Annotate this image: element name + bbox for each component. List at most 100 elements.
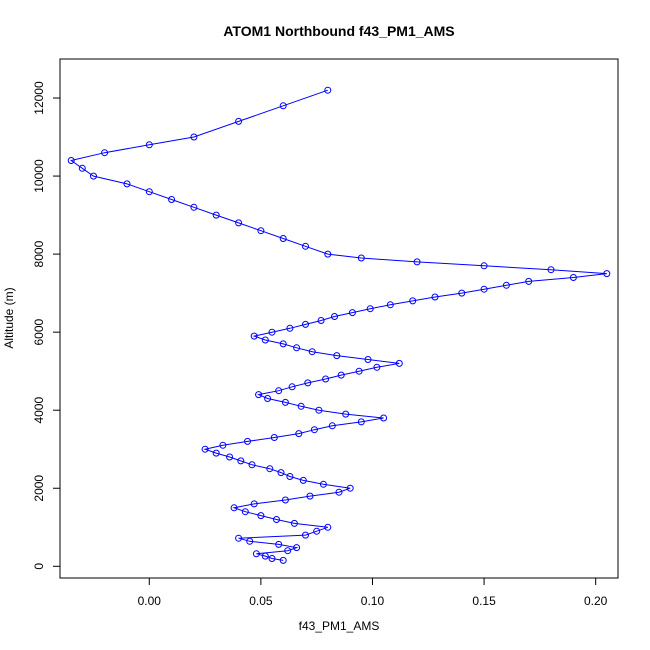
y-tick-label: 10000: [32, 159, 46, 193]
y-tick-label: 6000: [32, 318, 46, 345]
data-point: [250, 500, 258, 508]
data-point: [308, 348, 316, 356]
data-point: [226, 453, 234, 461]
data-point: [364, 356, 372, 363]
data-point: [317, 317, 325, 324]
data-point: [295, 430, 303, 438]
data-point: [297, 402, 305, 410]
data-point: [190, 133, 198, 141]
data-point: [335, 488, 343, 496]
data-point: [212, 449, 220, 457]
data-point: [268, 555, 276, 562]
data-point: [337, 371, 345, 379]
data-point: [275, 540, 283, 548]
data-point: [333, 352, 341, 360]
data-point: [288, 383, 296, 391]
data-point: [313, 527, 321, 535]
data-point: [480, 262, 488, 270]
data-point: [357, 254, 365, 262]
data-point: [277, 469, 285, 477]
data-point: [373, 363, 381, 371]
data-point: [480, 285, 488, 293]
y-tick-label: 4000: [32, 397, 46, 424]
data-point: [279, 556, 287, 564]
data-point: [547, 266, 555, 274]
data-point: [395, 359, 403, 367]
data-point: [266, 465, 274, 473]
data-point: [264, 395, 272, 402]
data-point: [293, 344, 301, 352]
data-point: [101, 149, 109, 157]
data-point: [230, 504, 238, 512]
data-point: [310, 426, 318, 434]
data-point: [284, 547, 292, 555]
data-point: [302, 242, 309, 250]
y-tick-label: 12000: [32, 81, 46, 115]
data-point: [261, 552, 269, 560]
series-line: [69, 89, 607, 561]
data-point: [246, 537, 254, 545]
data-point: [123, 180, 131, 188]
data-point: [252, 550, 260, 558]
data-point: [315, 406, 323, 414]
data-point: [328, 422, 336, 430]
data-point: [279, 235, 287, 242]
series-points: [67, 86, 611, 564]
data-point: [281, 398, 289, 406]
data-point: [255, 391, 263, 399]
data-point: [281, 496, 289, 504]
data-point: [237, 457, 245, 465]
x-tick-label: 0.10: [361, 594, 385, 608]
data-point: [413, 258, 421, 266]
data-point: [286, 324, 294, 332]
data-point: [357, 418, 365, 426]
data-point: [386, 301, 394, 309]
data-point: [324, 250, 332, 258]
data-point: [302, 320, 309, 328]
data-point: [279, 102, 287, 110]
x-tick-label: 0.00: [138, 594, 162, 608]
data-point: [235, 117, 243, 125]
data-point: [273, 516, 280, 523]
y-tick-label: 8000: [32, 240, 46, 267]
data-point: [302, 531, 309, 539]
x-tick-label: 0.15: [472, 594, 496, 608]
data-point: [355, 367, 363, 375]
data-point: [322, 375, 330, 383]
data-point: [257, 227, 265, 235]
data-point: [304, 379, 312, 387]
y-tick-label: 2000: [32, 475, 46, 502]
data-point: [409, 297, 417, 305]
data-point: [366, 305, 374, 313]
data-point: [603, 270, 611, 278]
data-point: [431, 293, 439, 301]
data-point: [293, 544, 301, 552]
data-point: [342, 410, 350, 418]
data-point: [324, 86, 332, 94]
y-axis: 0 2000 4000 6000 8000 10000 12000: [32, 81, 61, 570]
data-point: [235, 219, 243, 227]
data-point: [525, 277, 533, 285]
data-point: [319, 480, 327, 488]
data-point: [78, 164, 86, 172]
data-point: [241, 508, 249, 516]
data-point: [145, 188, 153, 196]
data-point: [286, 473, 294, 480]
data-point: [257, 512, 265, 520]
data-point: [348, 309, 356, 317]
data-point: [244, 437, 251, 445]
data-point: [458, 289, 466, 297]
data-point: [346, 484, 354, 492]
data-point: [168, 196, 176, 203]
data-point: [380, 414, 388, 422]
data-point: [268, 328, 276, 336]
chart-title: ATOM1 Northbound f43_PM1_AMS: [223, 23, 454, 39]
x-tick-label: 0.20: [584, 594, 608, 608]
series-lines: [69, 89, 607, 561]
data-point: [290, 519, 298, 527]
data-point: [248, 461, 256, 469]
data-point: [306, 492, 314, 500]
data-point: [90, 172, 97, 180]
x-axis: 0.00 0.05 0.10 0.15 0.20: [138, 577, 608, 608]
